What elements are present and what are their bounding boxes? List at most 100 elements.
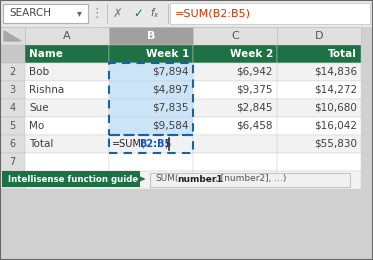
Bar xyxy=(0,153,25,171)
Bar xyxy=(25,27,109,45)
Bar xyxy=(277,117,361,135)
Text: C: C xyxy=(231,31,239,41)
Bar xyxy=(0,45,25,63)
Text: ⋮: ⋮ xyxy=(91,7,103,20)
Bar xyxy=(25,99,109,117)
Text: $f_x$: $f_x$ xyxy=(150,6,160,20)
Text: Mo: Mo xyxy=(29,121,44,131)
Text: ✗: ✗ xyxy=(113,7,123,20)
Text: Intellisense function guide: Intellisense function guide xyxy=(8,174,138,184)
Text: A: A xyxy=(63,31,71,41)
Bar xyxy=(25,135,109,153)
Text: $10,680: $10,680 xyxy=(314,103,357,113)
Bar xyxy=(150,173,350,187)
Text: $16,042: $16,042 xyxy=(314,121,357,131)
Text: $9,584: $9,584 xyxy=(153,121,189,131)
Text: Week 1: Week 1 xyxy=(146,49,189,59)
Bar xyxy=(277,135,361,153)
Text: ▾: ▾ xyxy=(76,9,81,18)
Text: 7: 7 xyxy=(9,157,16,167)
Bar xyxy=(193,99,277,117)
Bar xyxy=(193,135,277,153)
Bar xyxy=(25,81,109,99)
Text: SUM(: SUM( xyxy=(155,174,179,184)
Bar xyxy=(109,135,193,153)
Text: B2:B5: B2:B5 xyxy=(139,139,171,149)
Bar xyxy=(109,63,193,81)
Bar xyxy=(25,117,109,135)
Text: $55,830: $55,830 xyxy=(314,139,357,149)
Bar xyxy=(0,135,25,153)
Bar xyxy=(2,171,140,187)
Bar xyxy=(170,3,370,24)
Bar xyxy=(277,27,361,45)
Bar xyxy=(193,171,277,189)
Bar xyxy=(193,117,277,135)
Text: Week 2: Week 2 xyxy=(230,49,273,59)
Bar xyxy=(25,63,109,81)
Bar xyxy=(277,63,361,81)
Bar xyxy=(193,27,277,45)
Bar xyxy=(25,153,109,171)
Bar xyxy=(0,171,25,189)
Bar xyxy=(277,171,361,189)
Bar xyxy=(109,135,193,153)
Text: ✓: ✓ xyxy=(133,7,143,20)
Text: $4,897: $4,897 xyxy=(153,85,189,95)
Text: Sue: Sue xyxy=(29,103,48,113)
Text: $7,894: $7,894 xyxy=(153,67,189,77)
Text: =SUM(: =SUM( xyxy=(112,139,146,149)
Text: Total: Total xyxy=(29,139,53,149)
Bar xyxy=(0,27,25,45)
Bar xyxy=(277,99,361,117)
Bar xyxy=(277,153,361,171)
Text: 4: 4 xyxy=(9,103,16,113)
Text: 2: 2 xyxy=(9,67,16,77)
Bar xyxy=(109,117,193,135)
Polygon shape xyxy=(4,31,21,41)
Text: , [number2], ...): , [number2], ...) xyxy=(215,174,286,184)
Bar xyxy=(0,0,373,27)
Text: Total: Total xyxy=(328,49,357,59)
Text: B: B xyxy=(147,31,155,41)
Bar xyxy=(277,81,361,99)
Text: number1: number1 xyxy=(177,174,223,184)
Text: ): ) xyxy=(164,139,168,149)
Text: $14,836: $14,836 xyxy=(314,67,357,77)
Text: 3: 3 xyxy=(9,85,16,95)
Text: =SUM(B2:B5): =SUM(B2:B5) xyxy=(175,9,251,18)
Text: SEARCH: SEARCH xyxy=(9,9,51,18)
Bar xyxy=(193,45,277,63)
Text: 5: 5 xyxy=(9,121,16,131)
Bar xyxy=(25,45,109,63)
Bar xyxy=(277,45,361,63)
Text: $6,458: $6,458 xyxy=(236,121,273,131)
Text: $7,835: $7,835 xyxy=(153,103,189,113)
Text: Rishna: Rishna xyxy=(29,85,64,95)
Bar xyxy=(109,63,193,135)
Bar xyxy=(109,45,193,63)
Text: Bob: Bob xyxy=(29,67,49,77)
Bar xyxy=(109,171,193,189)
Text: Name: Name xyxy=(29,49,63,59)
Bar xyxy=(109,27,193,45)
Text: $6,942: $6,942 xyxy=(236,67,273,77)
Text: 8: 8 xyxy=(9,175,16,185)
Bar xyxy=(193,81,277,99)
Text: D: D xyxy=(315,31,323,41)
Text: $14,272: $14,272 xyxy=(314,85,357,95)
Bar xyxy=(0,117,25,135)
Bar xyxy=(109,81,193,99)
Text: $2,845: $2,845 xyxy=(236,103,273,113)
Bar xyxy=(193,153,277,171)
Bar xyxy=(109,99,193,117)
Text: $9,375: $9,375 xyxy=(236,85,273,95)
Bar xyxy=(109,153,193,171)
Bar xyxy=(3,4,88,23)
Text: 6: 6 xyxy=(9,139,16,149)
Bar xyxy=(0,81,25,99)
Bar xyxy=(25,171,109,189)
Bar xyxy=(193,63,277,81)
Bar xyxy=(0,63,25,81)
Bar xyxy=(0,99,25,117)
